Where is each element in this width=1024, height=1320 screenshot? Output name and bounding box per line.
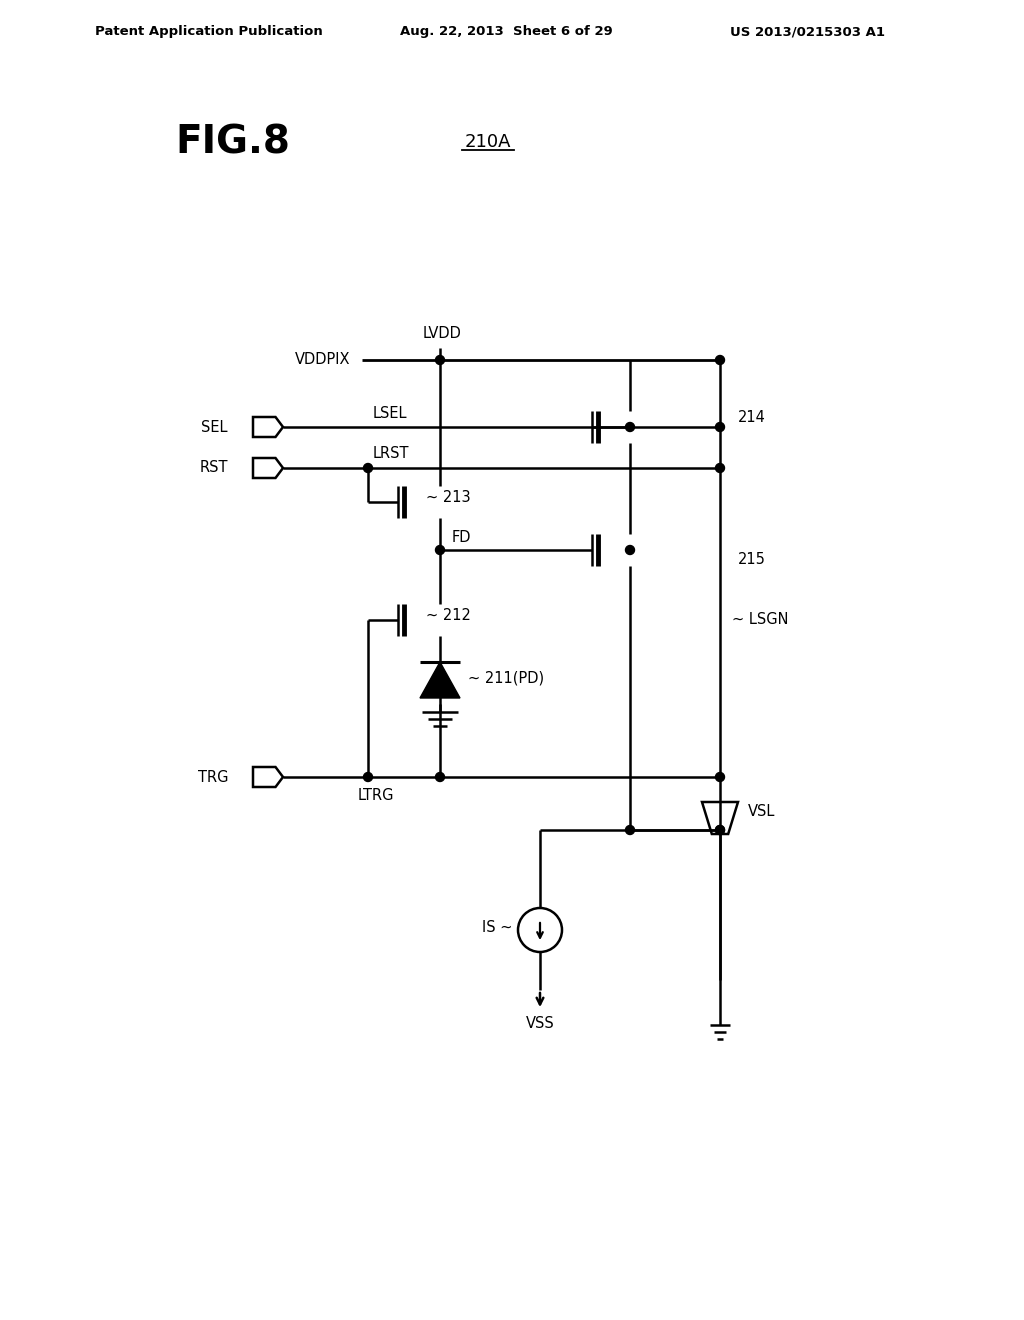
Text: TRG: TRG: [198, 770, 228, 784]
Circle shape: [435, 772, 444, 781]
Text: FIG.8: FIG.8: [175, 123, 290, 161]
Circle shape: [716, 422, 725, 432]
Polygon shape: [420, 663, 460, 698]
Circle shape: [716, 825, 725, 834]
Circle shape: [626, 422, 635, 432]
Text: ~ 213: ~ 213: [426, 490, 471, 504]
Circle shape: [626, 825, 635, 834]
Text: 214: 214: [738, 409, 766, 425]
Text: VSL: VSL: [748, 804, 775, 820]
Text: SEL: SEL: [202, 420, 228, 434]
Text: ~ 211(PD): ~ 211(PD): [468, 671, 544, 685]
Text: US 2013/0215303 A1: US 2013/0215303 A1: [730, 25, 885, 38]
Text: LSEL: LSEL: [373, 405, 408, 421]
Circle shape: [716, 355, 725, 364]
Circle shape: [626, 545, 635, 554]
Text: ~ LSGN: ~ LSGN: [732, 612, 788, 627]
Text: 215: 215: [738, 553, 766, 568]
Circle shape: [435, 545, 444, 554]
Text: FD: FD: [452, 531, 471, 545]
Text: RST: RST: [200, 461, 228, 475]
Text: Patent Application Publication: Patent Application Publication: [95, 25, 323, 38]
Circle shape: [716, 772, 725, 781]
Text: LVDD: LVDD: [423, 326, 462, 342]
Circle shape: [364, 463, 373, 473]
Circle shape: [716, 463, 725, 473]
Text: 210A: 210A: [465, 133, 511, 150]
Circle shape: [716, 825, 725, 834]
Text: LRST: LRST: [373, 446, 410, 462]
Text: VSS: VSS: [525, 1016, 554, 1031]
Text: VDDPIX: VDDPIX: [295, 351, 350, 367]
Text: IS ~: IS ~: [481, 920, 512, 936]
Circle shape: [364, 772, 373, 781]
Text: Aug. 22, 2013  Sheet 6 of 29: Aug. 22, 2013 Sheet 6 of 29: [400, 25, 612, 38]
Circle shape: [435, 355, 444, 364]
Text: ~ 212: ~ 212: [426, 607, 471, 623]
Text: LTRG: LTRG: [358, 788, 394, 803]
